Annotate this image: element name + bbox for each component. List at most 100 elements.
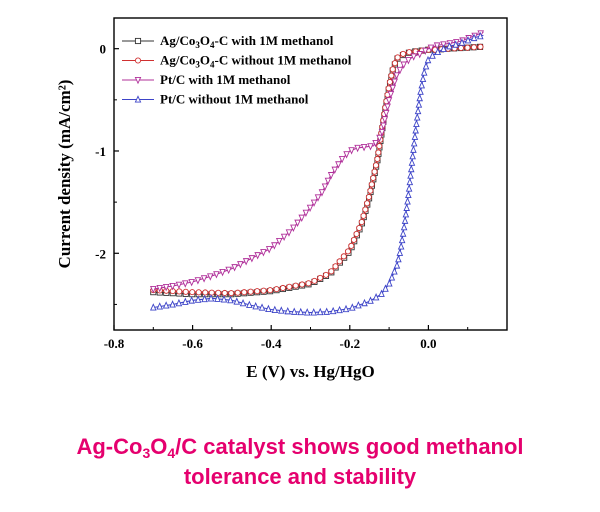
series-point <box>237 261 244 269</box>
series-point <box>227 295 234 304</box>
series-point <box>271 242 278 250</box>
series-point <box>195 289 202 296</box>
series-point <box>279 284 286 292</box>
series-point <box>336 305 343 314</box>
series-point <box>400 61 408 69</box>
series-3 <box>150 30 485 294</box>
series-point <box>395 254 402 263</box>
legend-label: Ag/Co3O4-C without 1M methanol <box>160 53 352 70</box>
legend-label: Pt/C with 1M methanol <box>160 72 291 87</box>
series-point <box>254 252 261 260</box>
series-point <box>358 218 365 226</box>
caption-line-2: tolerance and stability <box>183 464 417 489</box>
series-point <box>252 302 259 310</box>
series-point <box>169 300 176 308</box>
series-point <box>407 171 414 179</box>
series-point <box>477 43 484 50</box>
series-point <box>433 42 441 50</box>
series-point <box>470 33 478 42</box>
series-point <box>406 177 414 186</box>
series-point <box>348 242 355 249</box>
series-point <box>335 161 342 169</box>
series-point <box>394 54 401 61</box>
series-point <box>182 297 189 305</box>
series-point <box>225 266 232 275</box>
series-point <box>260 287 267 294</box>
series-point <box>422 62 430 70</box>
series-point <box>175 298 183 307</box>
series-point <box>393 261 401 269</box>
series-point <box>376 143 383 150</box>
series-point <box>427 44 435 52</box>
series-point <box>372 293 380 301</box>
series-point <box>201 294 208 303</box>
series-point <box>342 304 350 313</box>
x-axis-title: E (V) vs. Hg/HgO <box>246 362 374 381</box>
series-point <box>380 122 387 130</box>
legend-marker <box>134 37 142 45</box>
series-point <box>353 230 360 238</box>
series-point <box>350 236 357 243</box>
series-point <box>265 304 272 313</box>
series-point <box>267 287 274 294</box>
series-point <box>367 296 374 304</box>
series-point <box>405 184 413 192</box>
series-point <box>372 162 380 169</box>
series-point <box>207 273 214 281</box>
series-point <box>246 300 253 308</box>
series-point <box>405 190 412 199</box>
series-point <box>399 229 407 237</box>
series-point <box>303 308 311 316</box>
series-point <box>188 296 195 304</box>
series-point <box>409 151 416 160</box>
series-point <box>401 216 409 224</box>
series-point <box>150 303 157 311</box>
series-point <box>374 155 381 163</box>
series-point <box>306 204 314 213</box>
series-point <box>368 181 375 188</box>
series-point <box>372 139 379 148</box>
series-point <box>310 199 318 207</box>
series-point <box>381 116 389 124</box>
series-point <box>477 31 484 40</box>
series-point <box>323 307 330 315</box>
chart: -0.8 -0.6 -0.4 -0.2 0.0 0 -1 -2 Ag/Co3O4-C with… <box>55 17 508 381</box>
y-tick-label: -2 <box>95 246 106 261</box>
series-layer <box>150 30 485 316</box>
series-4 <box>150 31 484 316</box>
legend-item: Ag/Co3O4-C without 1M methanol <box>122 53 352 70</box>
series-point <box>360 212 367 219</box>
series-point <box>384 103 391 111</box>
series-point <box>397 242 405 250</box>
series-point <box>404 197 411 205</box>
legend: Ag/Co3O4-C with 1M methanol Ag/Co3O4-C wi… <box>122 33 352 107</box>
series-point <box>202 289 209 296</box>
series-point <box>284 306 292 315</box>
series-point <box>354 144 361 153</box>
series-point <box>389 84 397 93</box>
series-point <box>221 289 228 297</box>
series-point <box>378 289 385 297</box>
series-point <box>434 47 442 56</box>
series-point <box>343 151 350 159</box>
series-point <box>403 203 410 211</box>
series-point <box>260 249 267 257</box>
series-point <box>162 301 170 309</box>
x-tick-label: -0.4 <box>261 336 282 351</box>
series-point <box>241 289 248 296</box>
series-point <box>464 44 471 51</box>
series-point <box>215 289 222 296</box>
series-point <box>207 294 215 302</box>
series-point <box>297 307 305 316</box>
series-point <box>233 297 241 305</box>
series-point <box>327 172 335 180</box>
series-point <box>387 91 395 99</box>
series-point <box>348 303 356 311</box>
series-point <box>316 307 324 316</box>
x-tick-label: -0.2 <box>340 336 361 351</box>
series-point <box>302 209 310 218</box>
series-point <box>446 41 453 50</box>
series-point <box>328 268 335 275</box>
series-point <box>410 139 418 147</box>
series-point <box>411 132 419 140</box>
